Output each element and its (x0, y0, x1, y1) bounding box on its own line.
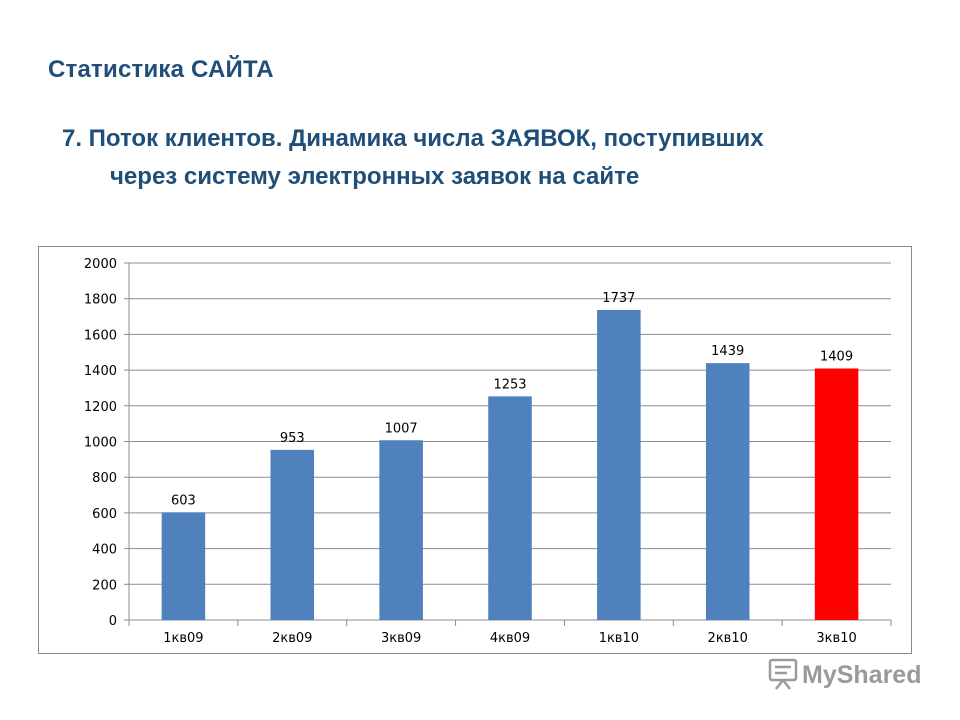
y-tick-label: 600 (92, 507, 117, 522)
x-tick-label: 3кв09 (381, 631, 421, 646)
bar-1кв10 (597, 309, 641, 620)
bar-4кв09 (488, 396, 532, 620)
y-tick-label: 1800 (84, 293, 117, 308)
y-tick-label: 800 (92, 471, 117, 486)
x-tick-label: 3кв10 (816, 631, 856, 646)
y-tick-label: 200 (92, 578, 117, 593)
bar-3кв10 (814, 368, 859, 620)
x-tick-label: 2кв10 (708, 631, 748, 646)
data-label: 603 (171, 493, 196, 508)
heading-line-2: через систему электронных заявок на сайт… (110, 163, 640, 190)
y-tick-label: 1000 (84, 436, 117, 451)
y-tick-label: 400 (92, 543, 117, 558)
bar-2кв09 (270, 449, 315, 620)
data-label: 1007 (385, 421, 418, 436)
x-tick-label: 2кв09 (272, 631, 312, 646)
watermark-graphic: MyShared (768, 658, 921, 690)
data-label: 1439 (711, 344, 744, 359)
x-tick-label: 1кв10 (599, 631, 639, 646)
chart-frame: 0 200 400 600 800 1000 1200 1400 1600 1800 2000 603… (38, 246, 912, 654)
heading-line-1: 7. Поток клиентов. Динамика числа ЗАЯВОК… (62, 125, 764, 152)
bar-3кв09 (379, 440, 423, 620)
slide-heading: 7. Поток клиентов. Динамика числа ЗАЯВОК… (62, 120, 922, 196)
bar-chart: 0 200 400 600 800 1000 1200 1400 1600 1800 2000 603… (84, 257, 892, 646)
watermark-text: MyShared (802, 661, 921, 689)
section-title: Статистика САЙТА (48, 56, 274, 83)
data-label: 1253 (493, 377, 526, 392)
data-label: 1737 (602, 291, 635, 306)
data-label: 953 (280, 431, 305, 446)
y-tick-label: 1600 (84, 328, 117, 343)
y-tick-label: 2000 (84, 257, 117, 272)
presentation-board-icon (768, 658, 798, 690)
data-label: 1409 (820, 349, 853, 364)
watermark: MyShared (766, 654, 936, 694)
x-tick-label: 1кв09 (163, 631, 203, 646)
y-tick-label: 0 (109, 614, 117, 629)
y-tick-label: 1200 (84, 400, 117, 415)
bar-2кв10 (705, 363, 750, 620)
bar-1кв09 (161, 512, 206, 620)
x-tick-label: 4кв09 (490, 631, 530, 646)
y-tick-label: 1400 (84, 364, 117, 379)
